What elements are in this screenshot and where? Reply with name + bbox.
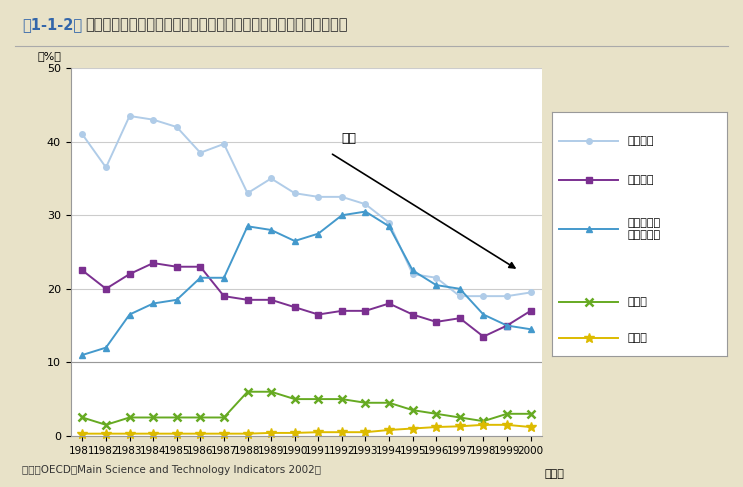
Text: 資料：OECD「Main Science and Technology Indicators 2002」: 資料：OECD「Main Science and Technology Indi… bbox=[22, 465, 321, 475]
Text: 電子機器: 電子機器 bbox=[627, 136, 654, 146]
Text: （%）: （%） bbox=[38, 51, 62, 61]
Text: （年）: （年） bbox=[545, 469, 565, 479]
Text: 精密機械: 精密機械 bbox=[627, 175, 654, 185]
Text: 航空機: 航空機 bbox=[627, 334, 647, 343]
Text: 医薬品: 医薬品 bbox=[627, 297, 647, 307]
Text: 日本のＯＥＣＤ内でのハイテク産業輸出占有率（産業別）の推移: 日本のＯＥＣＤ内でのハイテク産業輸出占有率（産業別）の推移 bbox=[85, 17, 348, 32]
Text: 第1-1-2図: 第1-1-2図 bbox=[22, 17, 82, 32]
Text: 低下: 低下 bbox=[342, 131, 357, 145]
Text: 事務機器・
電子計算機: 事務機器・ 電子計算機 bbox=[627, 218, 661, 240]
